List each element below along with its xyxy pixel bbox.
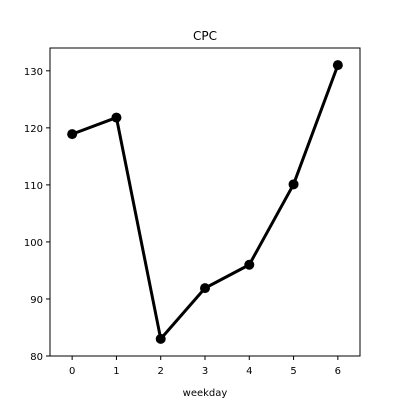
x-axis-ticks: 0 1 2 3 4 5 6 [69, 356, 341, 377]
data-point [288, 179, 299, 190]
y-tick-label: 90 [30, 295, 43, 306]
y-tick-label: 130 [24, 67, 43, 78]
x-tick-label: 4 [246, 366, 252, 377]
chart-title: CPC [193, 29, 217, 43]
x-tick-label: 5 [290, 366, 296, 377]
x-tick-label: 3 [202, 366, 208, 377]
y-tick-label: 80 [30, 352, 43, 363]
series-line [71, 64, 340, 341]
x-axis-title: weekday [183, 388, 228, 399]
data-point [332, 60, 343, 71]
x-tick-label: 2 [158, 366, 164, 377]
data-point [67, 129, 78, 140]
y-axis-ticks: 80 90 100 110 120 130 [24, 67, 50, 363]
y-tick-label: 120 [24, 124, 43, 135]
data-point [111, 112, 122, 123]
data-point [155, 333, 166, 344]
x-tick-label: 6 [335, 366, 341, 377]
series-markers [67, 60, 343, 344]
x-tick-label: 0 [69, 366, 75, 377]
y-tick-label: 100 [24, 238, 43, 249]
x-tick-label: 1 [113, 366, 119, 377]
y-tick-label: 110 [24, 181, 43, 192]
data-point [244, 259, 255, 270]
plot-area-frame [49, 47, 361, 357]
data-point [200, 283, 210, 294]
